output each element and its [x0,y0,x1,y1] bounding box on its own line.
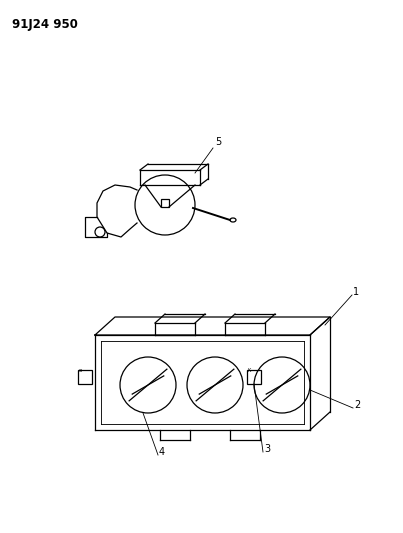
Text: 4: 4 [159,447,165,457]
Bar [161,199,169,207]
Text: 2: 2 [354,400,360,410]
Bar [78,370,92,384]
Text: 3: 3 [264,444,270,454]
Text: K: K [248,368,251,373]
Text: 91J24 950: 91J24 950 [12,18,78,31]
Text: 1: 1 [353,287,359,297]
Text: 5: 5 [215,137,221,147]
Bar [247,370,261,384]
Text: o: o [79,368,82,373]
